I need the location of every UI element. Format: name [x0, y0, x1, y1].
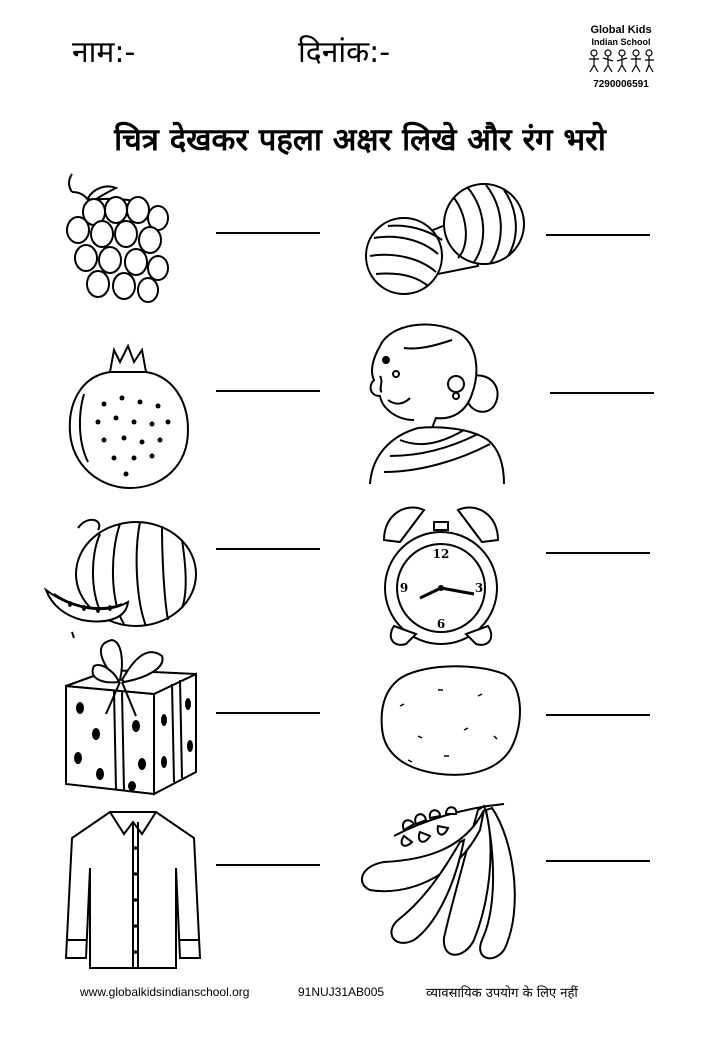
logo-school-name: Global Kids — [590, 24, 652, 36]
watermelon-icon — [44, 518, 197, 639]
footer-code: 91NUJ31AB005 — [298, 985, 385, 999]
answer-line-gift[interactable] — [216, 712, 320, 714]
alarm-clock-icon: 12 3 6 9 — [382, 506, 500, 646]
beans-icon — [360, 803, 516, 960]
answer-line-yarn[interactable] — [546, 234, 650, 236]
school-logo: Global Kids Indian School 7290006591 — [580, 24, 662, 91]
footer-notice: व्यावसायिक उपयोग के लिए नहीं — [426, 986, 578, 1001]
date-label: दिनांक:- — [298, 35, 391, 70]
name-label: नाम:- — [72, 35, 136, 70]
worksheet-title: चित्र देखकर पहला अक्षर लिखे और रंग भरो — [114, 122, 606, 158]
yarn-balls-icon — [365, 183, 525, 295]
answer-line-watermelon[interactable] — [216, 548, 320, 550]
answer-line-beans[interactable] — [546, 860, 650, 862]
clock-number-12: 12 — [433, 547, 450, 561]
grapes-icon — [66, 173, 169, 303]
shirt-icon — [64, 811, 202, 969]
clock-number-3: 3 — [475, 581, 483, 595]
answer-line-clock[interactable] — [546, 552, 650, 554]
clock-number-6: 6 — [437, 617, 445, 631]
footer-website: www.globalkidsindianschool.org — [80, 985, 250, 999]
answer-line-pomegranate[interactable] — [216, 390, 320, 392]
logo-school-subtitle: Indian School — [591, 37, 651, 47]
potato-icon — [380, 665, 521, 776]
gift-box-icon — [65, 638, 197, 796]
answer-line-shirt[interactable] — [216, 864, 320, 866]
logo-phone: 7290006591 — [593, 79, 649, 90]
old-woman-icon — [369, 323, 505, 484]
answer-line-old-woman[interactable] — [550, 392, 654, 394]
pomegranate-icon — [68, 343, 190, 490]
answer-line-grapes[interactable] — [216, 232, 320, 234]
clock-number-9: 9 — [400, 581, 408, 595]
kids-figures-icon — [589, 49, 654, 73]
answer-line-potato[interactable] — [546, 714, 650, 716]
